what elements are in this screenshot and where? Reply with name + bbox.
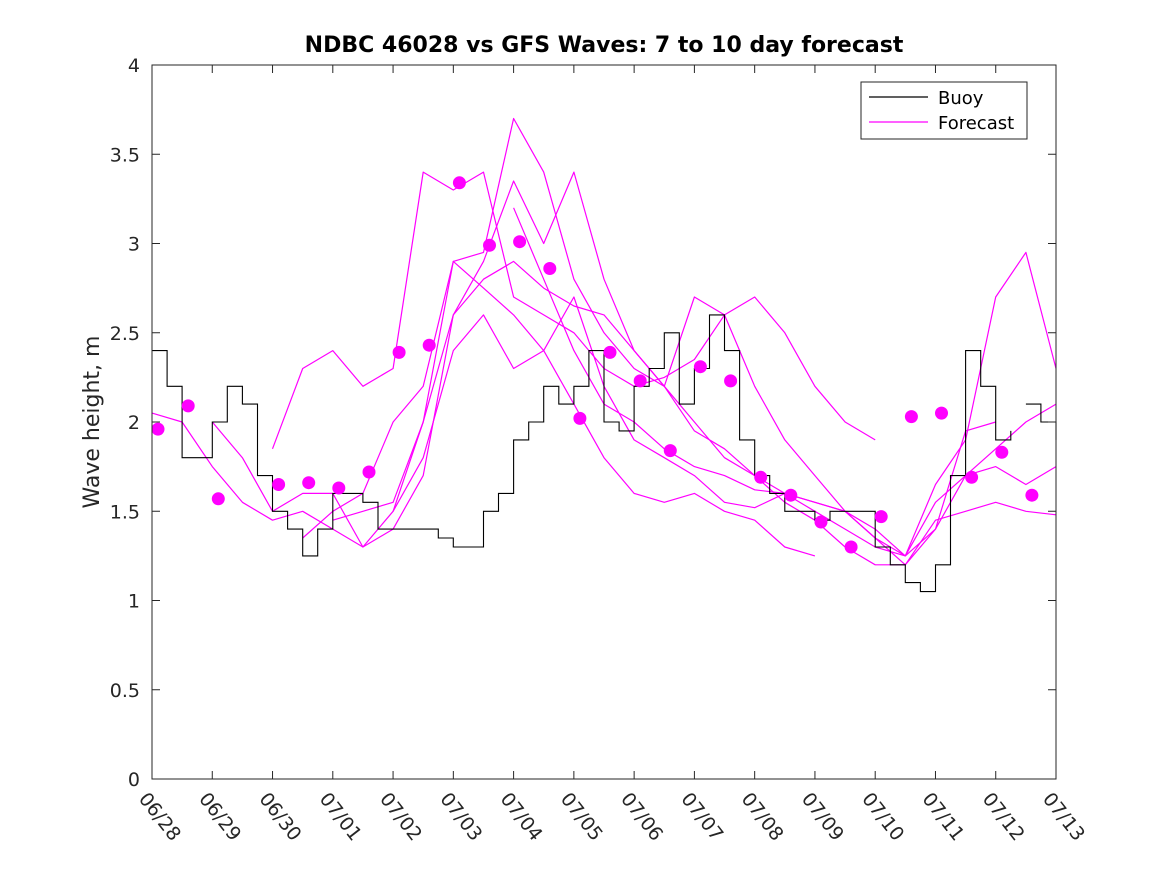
forecast-line-3 bbox=[271, 171, 876, 450]
forecast-point bbox=[633, 374, 647, 388]
y-tick-label: 2.5 bbox=[110, 323, 140, 345]
buoy-line bbox=[152, 314, 1012, 593]
forecast-point bbox=[1025, 488, 1039, 502]
forecast-point bbox=[754, 470, 768, 484]
y-tick-label: 4 bbox=[128, 55, 140, 77]
forecast-point bbox=[302, 476, 316, 490]
legend-buoy-label: Buoy bbox=[938, 88, 984, 109]
forecast-point bbox=[181, 399, 195, 413]
forecast-point bbox=[663, 444, 677, 458]
forecast-point bbox=[272, 478, 286, 491]
forecast-point bbox=[362, 465, 376, 479]
y-tick-label: 0.5 bbox=[110, 680, 140, 702]
y-tick-label: 1 bbox=[128, 591, 140, 613]
forecast-point bbox=[332, 481, 346, 495]
forecast-point bbox=[483, 238, 496, 252]
forecast-point bbox=[693, 360, 707, 374]
forecast-point bbox=[935, 406, 948, 420]
y-axis-label: Wave height, m bbox=[80, 336, 105, 509]
forecast-point bbox=[422, 338, 436, 352]
y-tick-label: 0 bbox=[128, 769, 140, 791]
forecast-line-6 bbox=[392, 296, 996, 566]
forecast-point bbox=[724, 374, 738, 388]
forecast-point bbox=[814, 515, 828, 529]
forecast-point bbox=[513, 235, 527, 249]
forecast-point bbox=[392, 345, 406, 359]
forecast-point bbox=[844, 540, 858, 554]
y-tick-label: 3.5 bbox=[110, 144, 140, 166]
chart-title: NDBC 46028 vs GFS Waves: 7 to 10 day for… bbox=[305, 33, 904, 58]
legend: Buoy Forecast bbox=[860, 81, 1028, 140]
y-tick-label: 3 bbox=[128, 234, 140, 256]
forecast-point bbox=[995, 445, 1009, 459]
forecast-point bbox=[874, 510, 888, 524]
forecast-point bbox=[543, 262, 557, 275]
legend-box bbox=[860, 81, 1028, 140]
forecast-point bbox=[573, 411, 587, 425]
forecast-line-5 bbox=[332, 171, 1057, 557]
forecast-point bbox=[603, 345, 617, 359]
forecast-point bbox=[904, 410, 918, 424]
forecast-point bbox=[452, 176, 466, 190]
forecast-line-2 bbox=[211, 260, 816, 557]
forecast-point bbox=[965, 470, 979, 484]
forecast-point bbox=[211, 492, 225, 506]
forecast-point bbox=[151, 422, 165, 436]
y-tick-label: 2 bbox=[128, 412, 140, 434]
y-tick-label: 1.5 bbox=[110, 501, 140, 523]
forecast-point bbox=[784, 488, 798, 502]
legend-forecast-label: Forecast bbox=[938, 113, 1014, 134]
series-layer bbox=[151, 117, 1057, 593]
